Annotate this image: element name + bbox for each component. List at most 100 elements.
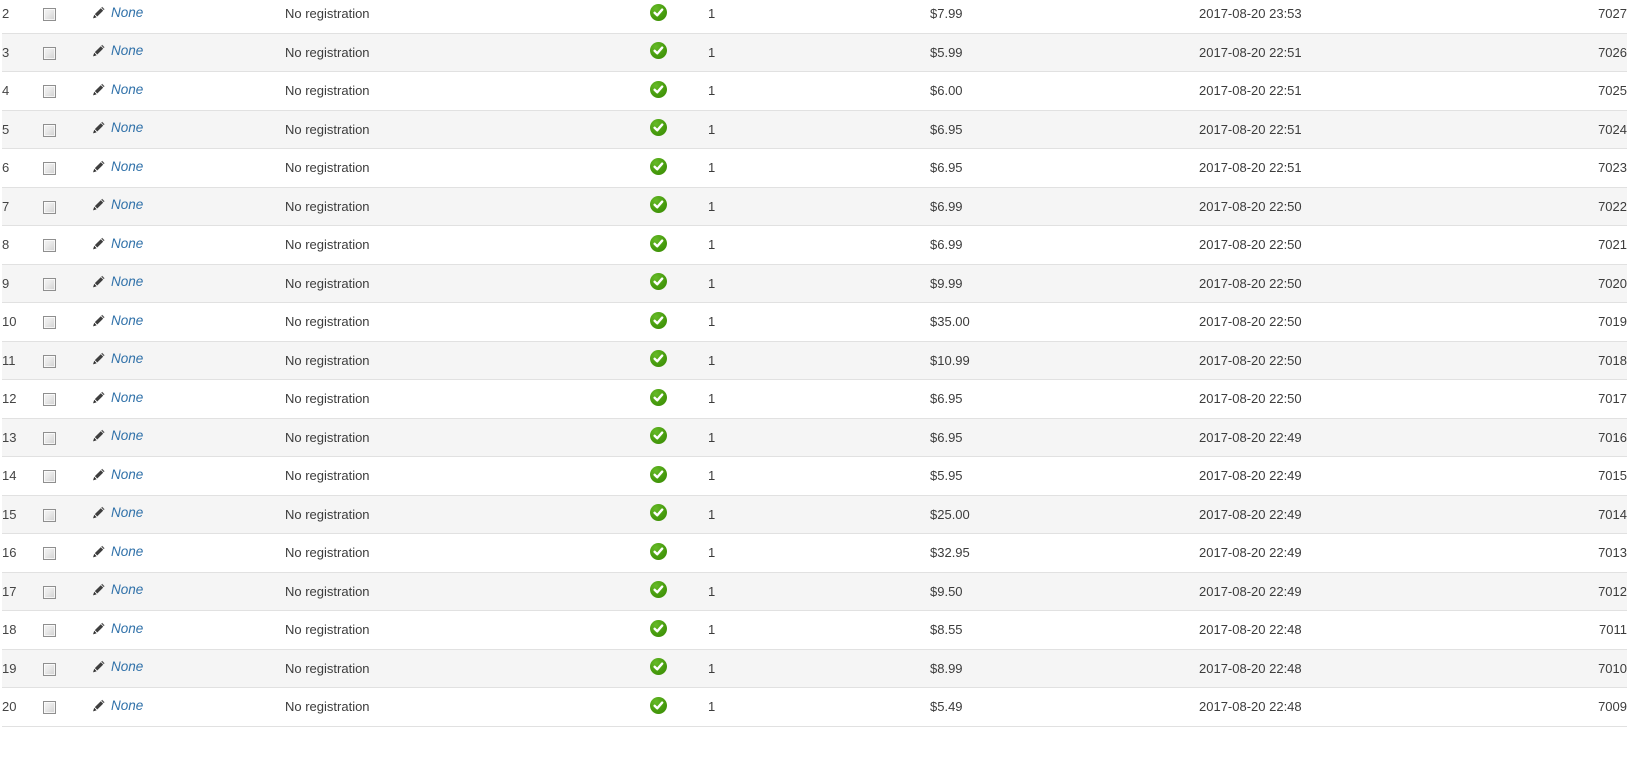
row-number-cell: 19 xyxy=(2,648,43,688)
pencil-icon xyxy=(91,621,106,636)
pencil-icon xyxy=(91,159,106,174)
row-checkbox[interactable] xyxy=(43,585,56,599)
row-checkbox[interactable] xyxy=(43,662,56,676)
date-value: 2017-08-20 22:50 xyxy=(1199,275,1302,291)
order-id-cell: 7015 xyxy=(1502,456,1627,495)
row-checkbox[interactable] xyxy=(43,393,56,407)
table-row: 12 None No registration xyxy=(2,379,1627,418)
published-cell xyxy=(650,687,708,727)
edit-link[interactable]: None xyxy=(91,390,143,405)
registration-status: No registration xyxy=(285,314,370,330)
green-circle-check-icon[interactable] xyxy=(650,42,667,60)
row-select-cell xyxy=(43,340,91,380)
edit-link[interactable]: None xyxy=(91,236,143,251)
row-checkbox[interactable] xyxy=(43,239,56,253)
date-cell: 2017-08-20 22:51 xyxy=(1199,109,1502,149)
green-circle-check-icon[interactable] xyxy=(650,273,667,291)
pencil-icon xyxy=(91,82,106,97)
registration-status: No registration xyxy=(285,6,370,22)
green-circle-check-icon[interactable] xyxy=(650,388,667,406)
registration-status: No registration xyxy=(285,622,370,638)
date-cell: 2017-08-20 22:49 xyxy=(1199,533,1502,572)
row-checkbox[interactable] xyxy=(43,624,56,638)
table-row: 2 None No registration xyxy=(2,0,1627,33)
quantity-value: 1 xyxy=(708,660,716,676)
edit-link[interactable]: None xyxy=(91,621,143,636)
edit-link[interactable]: None xyxy=(91,82,143,97)
green-circle-check-icon[interactable] xyxy=(650,196,667,214)
edit-link[interactable]: None xyxy=(91,274,143,289)
green-circle-check-icon[interactable] xyxy=(650,119,667,137)
edit-link[interactable]: None xyxy=(91,120,143,135)
green-circle-check-icon[interactable] xyxy=(650,504,667,522)
row-checkbox[interactable] xyxy=(43,277,56,291)
row-checkbox[interactable] xyxy=(43,470,56,484)
row-checkbox[interactable] xyxy=(43,431,56,445)
green-circle-check-icon[interactable] xyxy=(650,581,667,599)
edit-link[interactable]: None xyxy=(91,428,143,443)
order-id-value: 7020 xyxy=(1598,275,1627,291)
edit-link[interactable]: None xyxy=(91,351,143,366)
edit-link[interactable]: None xyxy=(91,698,143,713)
orders-table-wrap: 2 None No registration xyxy=(2,0,1634,727)
green-circle-check-icon[interactable] xyxy=(650,311,667,329)
row-checkbox[interactable] xyxy=(43,354,56,368)
row-number-cell: 17 xyxy=(2,571,43,611)
edit-link-label: None xyxy=(111,466,144,482)
green-circle-check-icon[interactable] xyxy=(650,234,667,252)
row-checkbox[interactable] xyxy=(43,701,56,715)
row-number: 12 xyxy=(2,391,17,407)
edit-link[interactable]: None xyxy=(91,5,143,20)
published-cell xyxy=(650,263,708,303)
row-number: 5 xyxy=(2,121,10,137)
green-circle-check-icon[interactable] xyxy=(650,465,667,483)
quantity-cell: 1 xyxy=(708,148,930,187)
green-circle-check-icon[interactable] xyxy=(650,658,667,676)
green-circle-check-icon[interactable] xyxy=(650,80,667,98)
edit-link-label: None xyxy=(111,659,144,675)
green-circle-check-icon[interactable] xyxy=(650,542,667,560)
row-number: 19 xyxy=(2,660,17,676)
order-id-cell: 7018 xyxy=(1502,340,1627,380)
row-checkbox[interactable] xyxy=(43,85,56,99)
edit-link[interactable]: None xyxy=(91,659,143,674)
quantity-value: 1 xyxy=(708,622,716,638)
published-cell xyxy=(650,148,708,187)
green-circle-check-icon[interactable] xyxy=(650,350,667,368)
edit-link[interactable]: None xyxy=(91,159,143,174)
price-value: $6.00 xyxy=(930,83,963,99)
row-checkbox[interactable] xyxy=(43,547,56,561)
edit-link[interactable]: None xyxy=(91,467,143,482)
green-circle-check-icon[interactable] xyxy=(650,3,667,21)
green-circle-check-icon[interactable] xyxy=(650,157,667,175)
row-checkbox[interactable] xyxy=(43,46,56,60)
row-checkbox[interactable] xyxy=(43,162,56,176)
table-row: 14 None No registration xyxy=(2,456,1627,495)
edit-link[interactable]: None xyxy=(91,197,143,212)
edit-cell: None xyxy=(91,148,285,187)
quantity-value: 1 xyxy=(708,429,716,445)
price-cell: $32.95 xyxy=(930,533,1199,572)
date-value: 2017-08-20 22:50 xyxy=(1199,198,1302,214)
row-checkbox[interactable] xyxy=(43,8,56,22)
edit-link[interactable]: None xyxy=(91,313,143,328)
quantity-value: 1 xyxy=(708,198,716,214)
row-select-cell xyxy=(43,456,91,495)
edit-link[interactable]: None xyxy=(91,544,143,559)
row-checkbox[interactable] xyxy=(43,316,56,330)
row-number-cell: 3 xyxy=(2,32,43,72)
order-id-value: 7027 xyxy=(1598,6,1627,22)
green-circle-check-icon[interactable] xyxy=(650,619,667,637)
edit-link[interactable]: None xyxy=(91,43,143,58)
order-id-cell: 7026 xyxy=(1502,32,1627,72)
green-circle-check-icon[interactable] xyxy=(650,427,667,445)
green-circle-check-icon[interactable] xyxy=(650,696,667,714)
row-checkbox[interactable] xyxy=(43,200,56,214)
edit-cell: None xyxy=(91,571,285,611)
registration-cell: No registration xyxy=(285,71,650,110)
row-checkbox[interactable] xyxy=(43,508,56,522)
row-checkbox[interactable] xyxy=(43,123,56,137)
edit-link[interactable]: None xyxy=(91,582,143,597)
edit-link[interactable]: None xyxy=(91,505,143,520)
edit-link-label: None xyxy=(111,620,144,636)
